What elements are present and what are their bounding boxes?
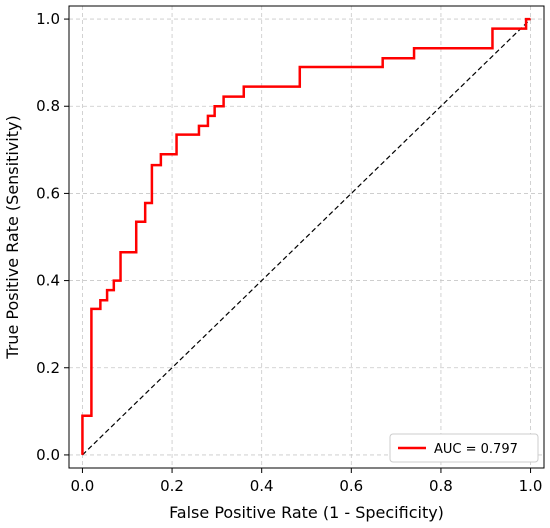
- y-tick-label: 0.2: [36, 359, 60, 377]
- x-tick-label: 0.6: [339, 477, 363, 495]
- y-axis-label: True Positive Rate (Sensitivity): [3, 115, 22, 359]
- roc-curve-line: [81, 17, 531, 455]
- x-tick-label: 1.0: [519, 477, 543, 495]
- plot-frame: [68, 5, 545, 469]
- legend: AUC = 0.797: [389, 433, 539, 463]
- legend-box: [389, 433, 539, 463]
- roc-curve-layer: [81, 17, 531, 455]
- y-tick-label: 1.0: [36, 10, 60, 28]
- x-axis-label: False Positive Rate (1 - Specificity): [169, 503, 444, 522]
- x-tick-label: 0.4: [250, 477, 274, 495]
- x-tick-label: 0.2: [160, 477, 184, 495]
- x-ticks: 0.0 0.2 0.4 0.6 0.8 1.0: [71, 468, 543, 495]
- x-tick-label: 0.8: [429, 477, 453, 495]
- y-ticks: 0.0 0.2 0.4 0.6 0.8 1.0: [36, 10, 69, 464]
- reference-line-layer: [82, 18, 531, 456]
- y-tick-label: 0.8: [36, 97, 60, 115]
- reference-diagonal-line: [82, 18, 531, 456]
- y-tick-label: 0.0: [36, 446, 60, 464]
- y-tick-label: 0.4: [36, 272, 60, 290]
- x-tick-label: 0.0: [71, 477, 95, 495]
- grid: [69, 6, 544, 468]
- y-tick-label: 0.6: [36, 184, 60, 202]
- legend-entry: AUC = 0.797: [434, 442, 518, 457]
